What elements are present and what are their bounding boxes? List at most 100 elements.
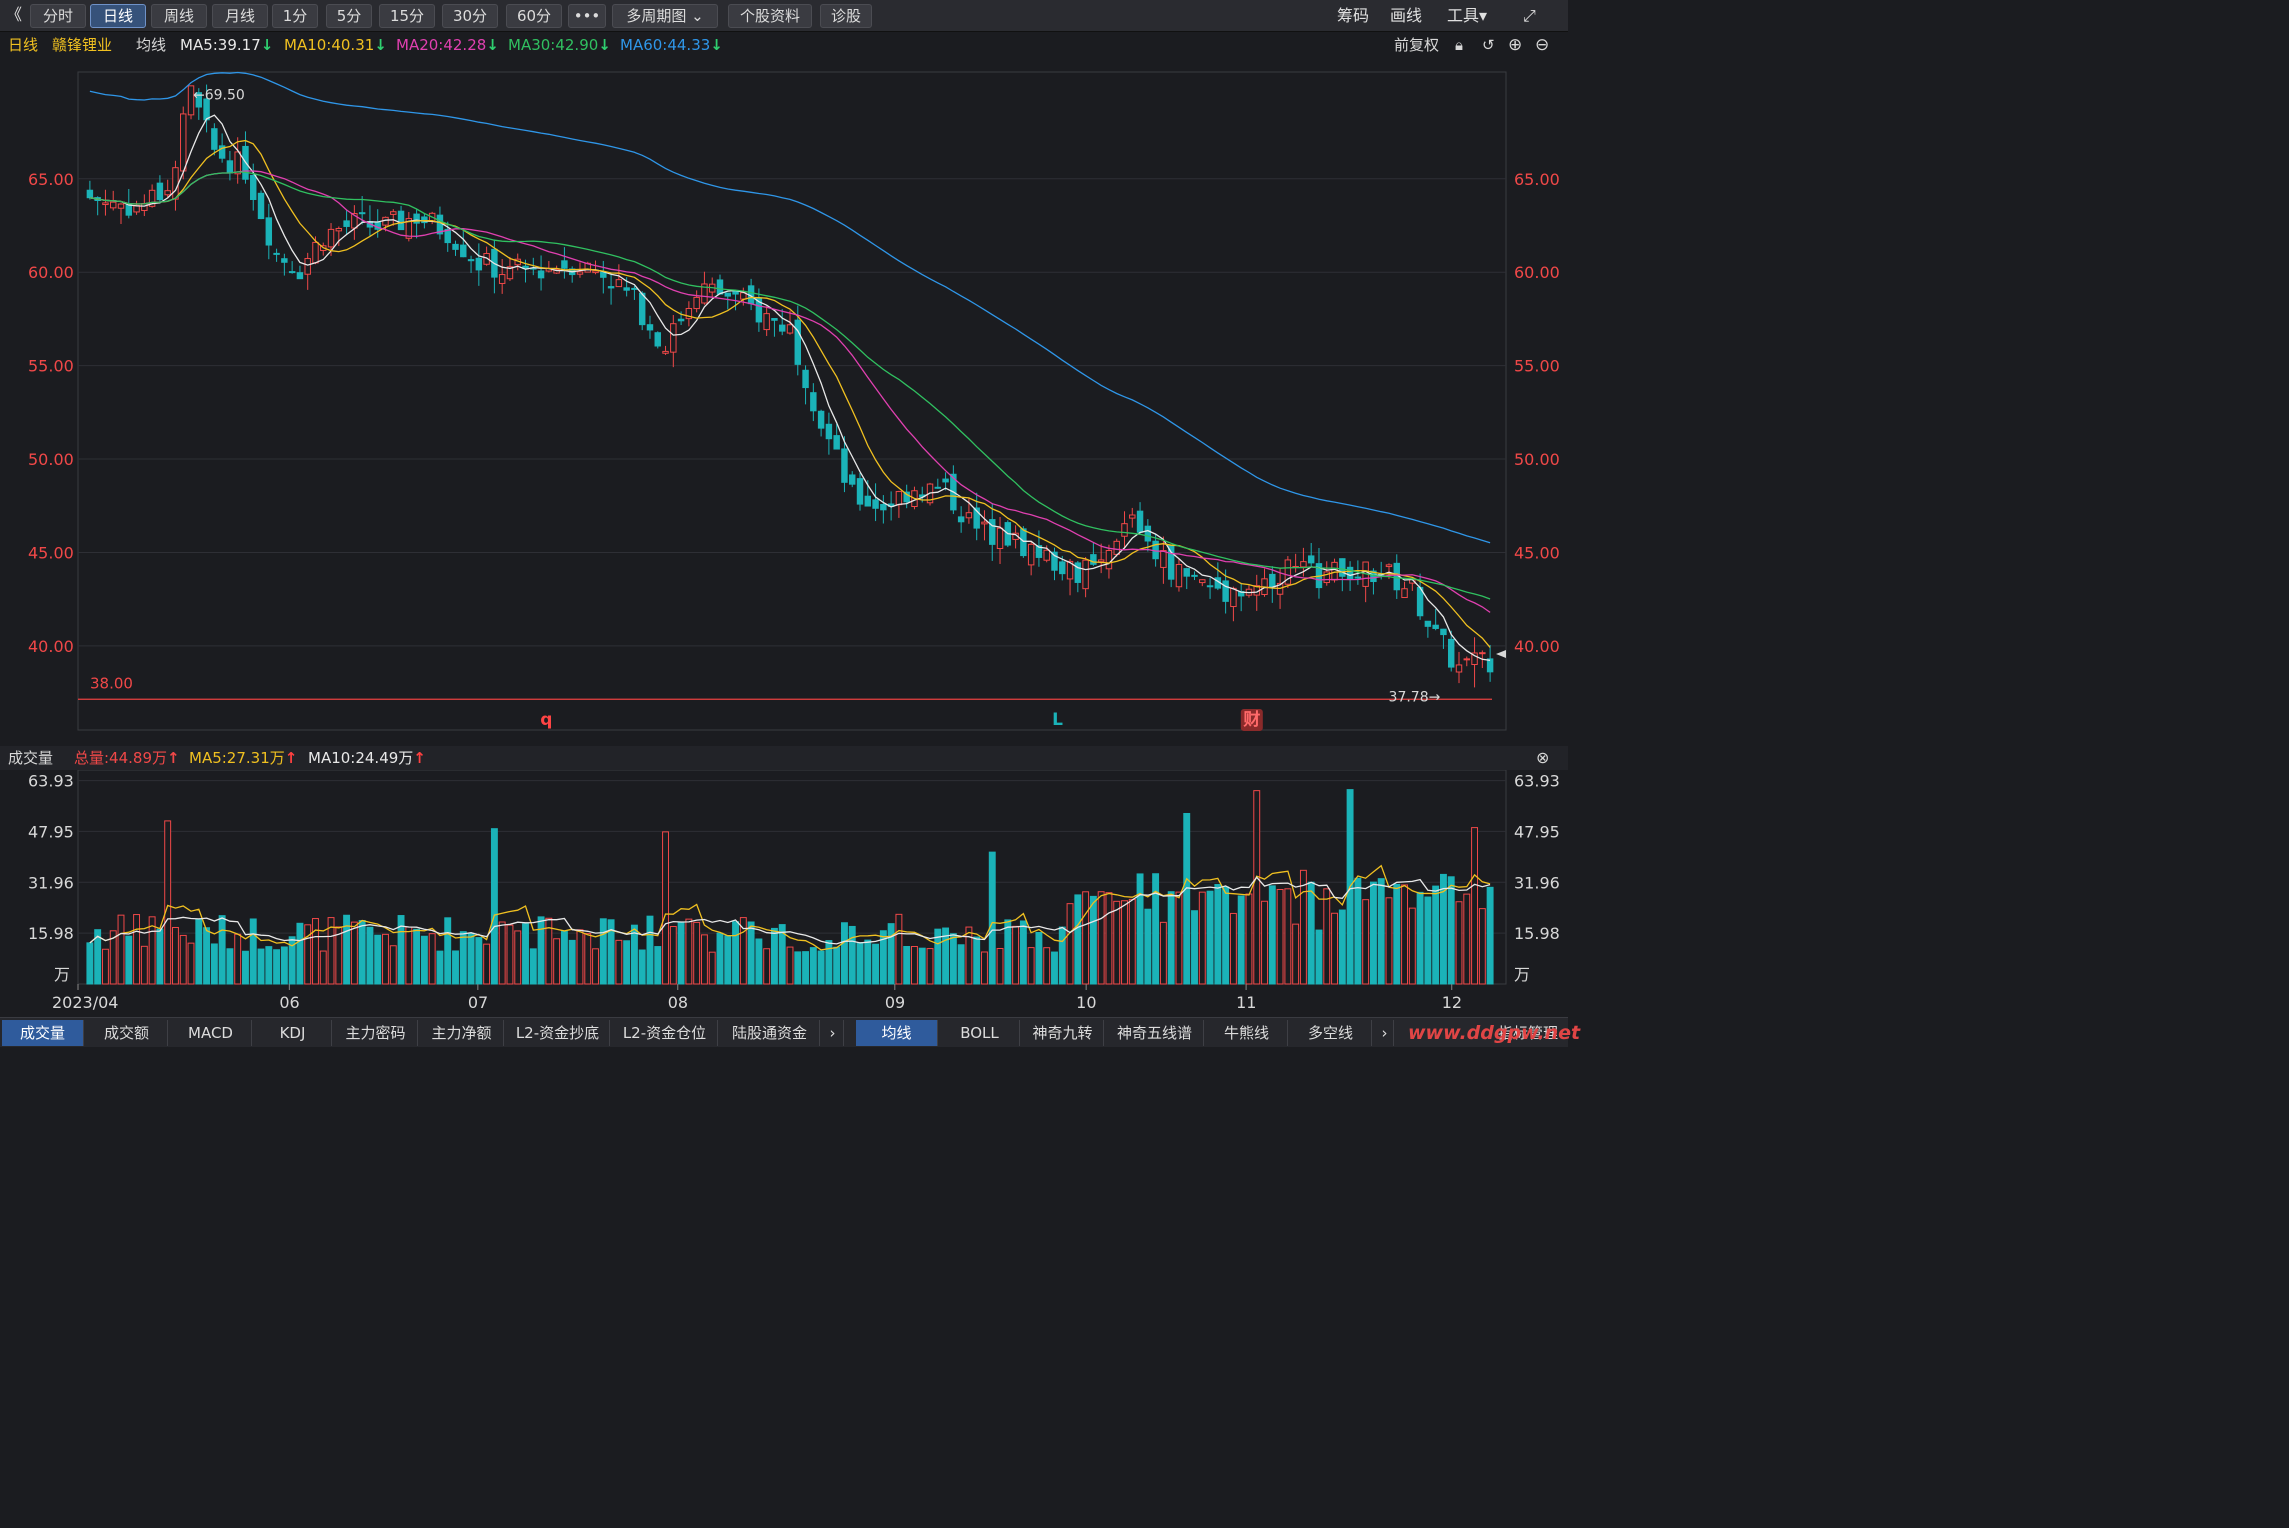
overlay-tab[interactable]: 均线 xyxy=(856,1020,938,1046)
candle-body xyxy=(358,212,366,215)
candle-body xyxy=(607,286,615,289)
candle-body xyxy=(460,244,467,258)
candle-body xyxy=(965,512,973,519)
indicator-tab[interactable]: 成交量 xyxy=(2,1020,84,1046)
period-tab[interactable]: 1分 xyxy=(272,4,318,28)
candle-body xyxy=(942,478,949,483)
candle-body xyxy=(1463,658,1470,661)
candle-body xyxy=(1401,588,1408,599)
candle-body xyxy=(218,145,226,159)
period-tab[interactable]: 月线 xyxy=(212,4,268,28)
period-tab[interactable]: 多周期图 ⌄ xyxy=(612,4,718,28)
indicator-tab[interactable]: 主力净额 xyxy=(420,1020,504,1046)
indicator-tab[interactable]: L2-资金抄底 xyxy=(506,1020,610,1046)
candle-body xyxy=(1027,543,1035,566)
price-tick-left: 55.00 xyxy=(28,357,74,376)
candle-body xyxy=(1447,638,1455,668)
period-tab[interactable]: 分时 xyxy=(30,4,86,28)
restore-mode[interactable]: 前复权 xyxy=(1394,36,1440,54)
period-tab[interactable]: 日线 xyxy=(90,4,146,28)
zoom-in-icon[interactable]: ⊕ xyxy=(1508,35,1523,55)
x-tick-label: 06 xyxy=(279,993,299,1012)
volume-bar xyxy=(755,938,763,985)
indicator-tab[interactable]: KDJ xyxy=(254,1020,332,1046)
indicator-manage-button[interactable]: 指标管理 xyxy=(1497,1024,1558,1042)
scroll-right-icon[interactable]: › xyxy=(1376,1020,1394,1046)
candle-body xyxy=(1113,540,1120,555)
period-tab[interactable]: 个股资料 xyxy=(728,4,812,28)
candle-body xyxy=(849,474,856,485)
scroll-right-icon[interactable]: › xyxy=(822,1020,844,1046)
overlay-tab[interactable]: 牛熊线 xyxy=(1206,1020,1288,1046)
volume-bar xyxy=(1377,878,1385,985)
overlay-tab[interactable]: 神奇五线谱 xyxy=(1106,1020,1204,1046)
candle-body xyxy=(833,435,840,450)
volume-chart[interactable]: 63.93 63.93 47.95 47.95 31.96 31.96 15.98 15.98… xyxy=(0,770,1568,1016)
tools-button[interactable]: 工具▾ xyxy=(1447,6,1488,25)
volume-bar xyxy=(1012,925,1020,985)
volume-bar xyxy=(895,913,903,985)
overlay-tab[interactable]: 多空线 xyxy=(1290,1020,1372,1046)
indicator-tab[interactable]: 成交额 xyxy=(86,1020,168,1046)
volume-bar xyxy=(716,932,724,985)
draw-line-button[interactable]: 画线 xyxy=(1390,6,1423,25)
price-chart[interactable]: 65.00 65.00 60.00 60.00 55.00 55.00 50.00 50.00… xyxy=(0,58,1568,736)
volume-bar xyxy=(537,916,545,985)
volume-bar xyxy=(210,943,218,985)
volume-bar xyxy=(226,948,234,985)
period-tab[interactable]: 周线 xyxy=(151,4,207,28)
lock-icon[interactable]: 🔒︎ xyxy=(1455,36,1463,54)
volume-bar xyxy=(436,950,444,985)
indicator-tab[interactable]: 陆股通资金 xyxy=(720,1020,820,1046)
stock-name[interactable]: 赣锋锂业 xyxy=(52,36,113,54)
fullscreen-icon[interactable]: ⤢ xyxy=(1523,6,1536,25)
period-label: 日线 xyxy=(8,36,39,54)
volume-unit-right: 万 xyxy=(1514,965,1530,984)
candle-body xyxy=(981,521,988,525)
overlay-tab[interactable]: 神奇九转 xyxy=(1022,1020,1104,1046)
close-icon[interactable]: ⊗ xyxy=(1536,748,1550,767)
volume-bar xyxy=(109,930,117,985)
overlay-tab[interactable]: BOLL xyxy=(940,1020,1020,1046)
candle-body xyxy=(1020,528,1027,557)
volume-bar xyxy=(1058,926,1066,985)
period-tab[interactable]: ••• xyxy=(568,4,606,28)
collapse-icon[interactable]: 《 xyxy=(6,5,23,24)
candle-body xyxy=(1051,551,1058,571)
undo-icon[interactable]: ↺ xyxy=(1482,36,1495,54)
volume-bar xyxy=(623,940,631,985)
period-tab[interactable]: 15分 xyxy=(379,4,435,28)
period-tab[interactable]: 5分 xyxy=(326,4,372,28)
ma30-line xyxy=(89,171,1491,600)
zoom-out-icon[interactable]: ⊖ xyxy=(1535,35,1550,55)
volume-bar xyxy=(187,942,195,985)
ma-title[interactable]: 均线 xyxy=(136,36,167,54)
volume-bar xyxy=(1175,891,1183,985)
volume-tick-right: 15.98 xyxy=(1514,924,1560,943)
candle-body xyxy=(250,174,257,200)
indicator-tab[interactable]: 主力密码 xyxy=(334,1020,418,1046)
period-tab[interactable]: 60分 xyxy=(506,4,562,28)
period-tab[interactable]: 30分 xyxy=(442,4,498,28)
volume-bar xyxy=(203,927,211,985)
volume-bar xyxy=(763,948,771,985)
volume-bar xyxy=(833,946,841,985)
ma60-line xyxy=(89,71,1491,544)
period-tab[interactable]: 诊股 xyxy=(820,4,872,28)
volume-bar xyxy=(280,946,288,985)
volume-bar xyxy=(312,918,319,985)
chips-button[interactable]: 筹码 xyxy=(1337,6,1370,25)
candle-body xyxy=(864,495,872,507)
candle-body xyxy=(1105,549,1113,570)
price-tick-right: 65.00 xyxy=(1514,170,1560,189)
event-marker: L xyxy=(1052,710,1063,730)
indicator-tab[interactable]: MACD xyxy=(170,1020,252,1046)
volume-bar xyxy=(1074,894,1082,985)
indicator-tab[interactable]: L2-资金仓位 xyxy=(612,1020,718,1046)
price-tick-left: 40.00 xyxy=(28,637,74,656)
ma-legend: 日线 赣锋锂业 均线 MA5:39.17↓ MA10:40.31↓ MA20:4… xyxy=(0,33,1568,57)
candle-body xyxy=(343,220,350,227)
volume-bar xyxy=(685,918,693,985)
candle-body xyxy=(592,270,599,274)
volume-bar xyxy=(576,929,584,985)
